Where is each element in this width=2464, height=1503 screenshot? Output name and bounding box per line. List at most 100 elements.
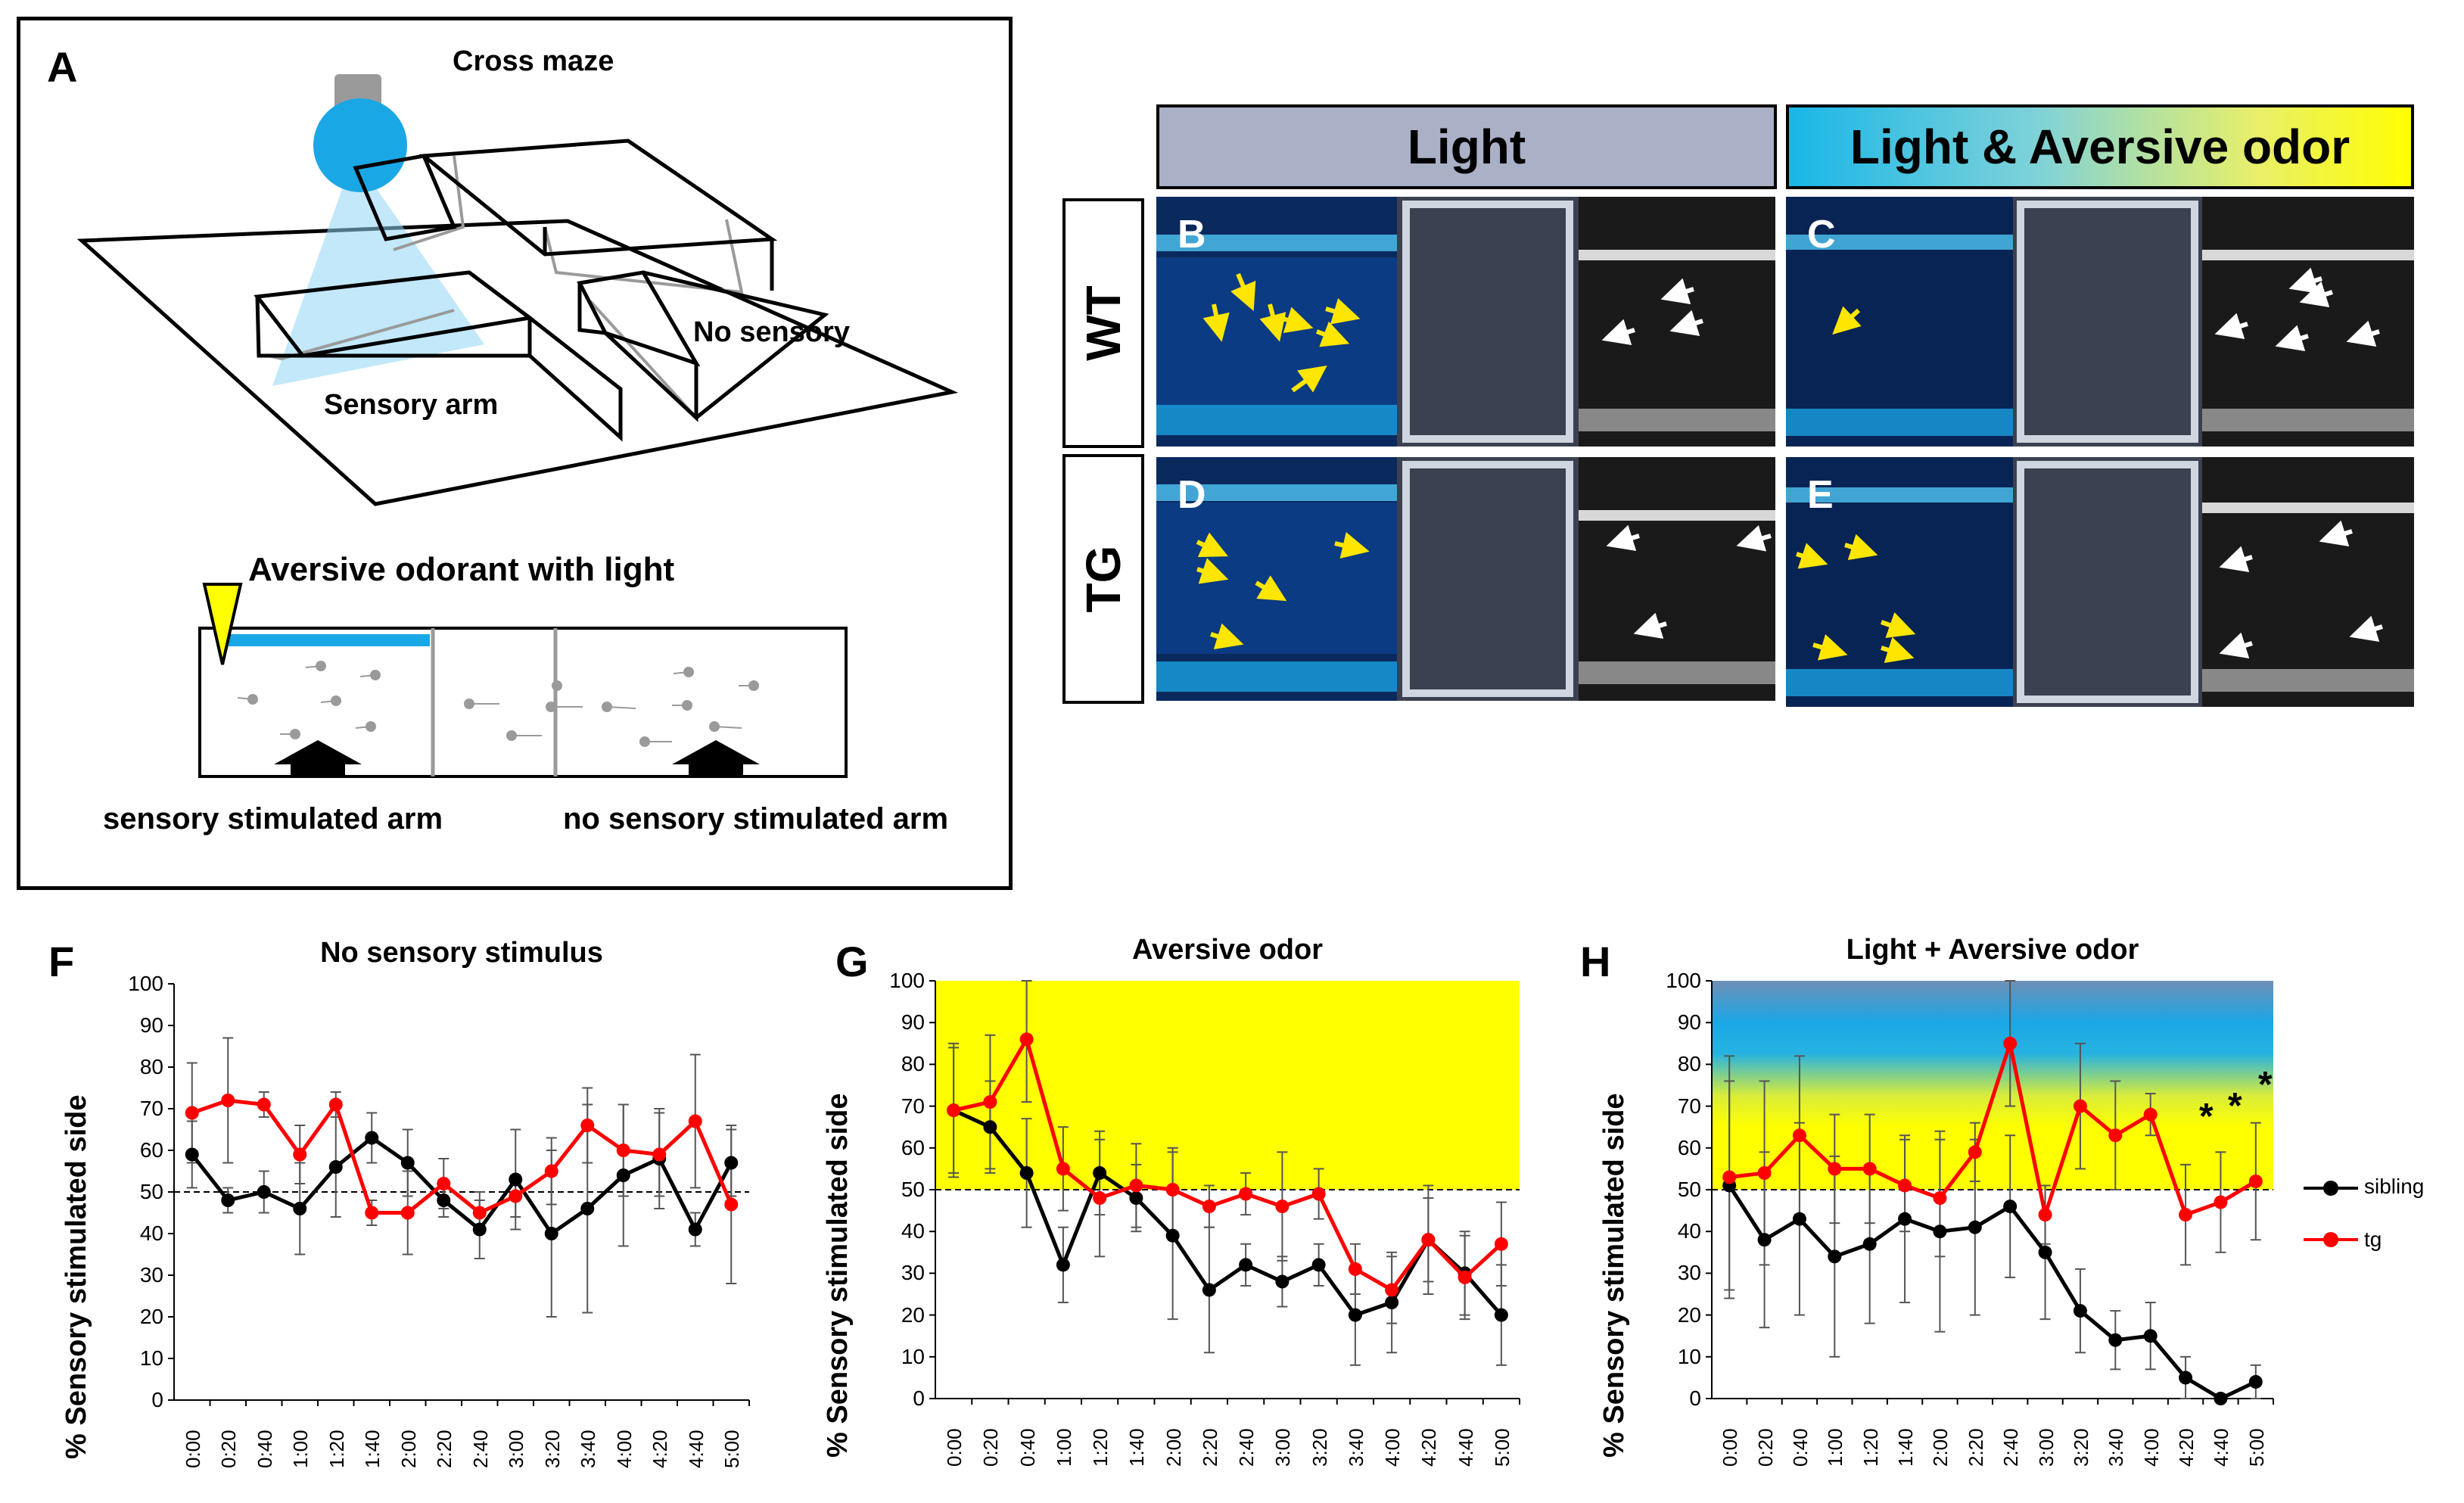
y-tick-label: 40: [901, 1219, 925, 1243]
series-line-sibling: [1728, 1184, 2257, 1401]
legend-markers: [2304, 1181, 2358, 1247]
data-point-sibling: [185, 1147, 199, 1162]
yellow-arrow: [1210, 623, 1244, 650]
x-tick-label: 2:00: [1929, 1428, 1952, 1467]
y-tick-label: 0: [151, 1388, 163, 1411]
x-tick-label: 4:40: [2210, 1428, 2233, 1467]
data-point-tg: [1862, 1162, 1877, 1176]
data-point-sibling: [2073, 1304, 2087, 1318]
data-point-sibling: [1933, 1224, 1947, 1239]
significance-star: *: [2228, 1086, 2242, 1126]
data-point-tg: [1898, 1178, 1912, 1193]
yellow-arrow: [1259, 303, 1286, 342]
data-point-tg: [1202, 1200, 1216, 1214]
data-point-tg: [1968, 1145, 1982, 1159]
y-tick-label: 60: [139, 1138, 163, 1162]
x-tick-label: 5:00: [2245, 1428, 2268, 1467]
chart-background: [1712, 981, 2273, 1190]
y-tick-label: 70: [1677, 1094, 1701, 1118]
y-tick-label: 30: [901, 1261, 925, 1285]
yellow-arrow: [1881, 612, 1916, 638]
yellow-arrow: [1796, 543, 1828, 569]
white-arrow: [2319, 520, 2353, 547]
data-point-tg: [652, 1147, 667, 1162]
y-tick-label: 100: [128, 972, 163, 995]
data-point-tg: [983, 1095, 997, 1109]
series-line-tg: [1728, 1035, 2257, 1222]
data-point-sibling: [2214, 1392, 2228, 1405]
white-arrow: [2349, 615, 2383, 643]
white-arrow: [1606, 524, 1640, 552]
row-label-tg: TG: [1062, 454, 1144, 704]
y-tick-label: 70: [139, 1097, 163, 1120]
series-line-sibling: [953, 1108, 1503, 1318]
yellow-arrow: [1812, 633, 1848, 661]
data-point-sibling: [328, 1160, 343, 1174]
data-point-tg: [293, 1147, 307, 1162]
tank-outline: [198, 627, 848, 778]
data-point-tg: [1239, 1187, 1253, 1201]
stimulated-arm-arrow: [274, 740, 362, 776]
data-point-sibling: [1862, 1237, 1877, 1251]
header-light: Light: [1156, 104, 1777, 189]
data-point-tg: [2214, 1195, 2228, 1209]
no-sensory-label: No sensory: [693, 316, 850, 348]
photo-letter-b: B: [1178, 213, 1206, 257]
stim-arm-label: sensory stimulated arm: [103, 802, 443, 836]
photo-letter-c: C: [1807, 213, 1836, 257]
yellow-arrow: [1280, 307, 1314, 334]
data-point-sibling: [1202, 1283, 1216, 1297]
data-point-sibling: [616, 1168, 630, 1182]
y-tick-label: 100: [1666, 969, 1701, 992]
data-point-sibling: [580, 1202, 595, 1215]
white-arrow: [2346, 320, 2380, 347]
data-point-sibling: [293, 1202, 307, 1215]
x-tick-label: 1:00: [1824, 1428, 1847, 1467]
legend-sibling-label: sibling: [2364, 1175, 2425, 1198]
data-point-sibling: [2038, 1245, 2052, 1259]
data-point-sibling: [472, 1222, 487, 1237]
y-tick-label: 50: [901, 1178, 925, 1201]
white-arrow: [2299, 281, 2333, 308]
light-bar: [218, 634, 430, 646]
y-tick-label: 60: [1677, 1135, 1701, 1159]
white-arrow: [2219, 632, 2253, 659]
yellow-arrow: [1196, 532, 1228, 558]
white-arrow: [1633, 612, 1667, 639]
data-point-tg: [2108, 1128, 2123, 1143]
white-arrow: [1736, 524, 1772, 552]
y-tick-label: 0: [1689, 1386, 1701, 1410]
panel-letter-a: A: [47, 43, 78, 91]
y-tick-label: 90: [139, 1013, 163, 1037]
photo-c: C: [1786, 197, 2414, 447]
y-tick-label: 50: [1677, 1178, 1701, 1201]
yellow-arrow: [1196, 558, 1229, 584]
light-cone: [272, 189, 484, 386]
data-point-tg: [1311, 1187, 1326, 1201]
data-point-sibling: [1165, 1228, 1180, 1243]
data-point-tg: [1165, 1183, 1180, 1196]
data-point-sibling: [688, 1222, 702, 1237]
x-tick-label: 1:40: [1894, 1428, 1918, 1467]
y-tick-label: 10: [901, 1344, 925, 1368]
y-tick-label: 80: [139, 1055, 163, 1078]
legend-tg-label: tg: [2364, 1228, 2382, 1251]
data-point-sibling: [724, 1156, 739, 1170]
yellow-arrow: [1832, 306, 1862, 335]
maze-platform: [76, 219, 959, 506]
photo-letter-e: E: [1807, 473, 1834, 517]
x-tick-label: 0:00: [1719, 1428, 1742, 1467]
x-tick-label: 3:40: [2105, 1428, 2128, 1467]
y-tick-label: 40: [1677, 1219, 1701, 1243]
data-point-sibling: [1968, 1220, 1982, 1234]
data-point-tg: [1129, 1178, 1143, 1193]
data-point-sibling: [1129, 1191, 1143, 1206]
significance-star: *: [2258, 1065, 2273, 1105]
data-point-tg: [1828, 1162, 1842, 1176]
data-point-sibling: [1792, 1212, 1806, 1226]
panel-letter-g: G: [835, 938, 869, 985]
data-point-tg: [1093, 1191, 1107, 1206]
data-point-sibling: [1056, 1258, 1070, 1272]
data-point-tg: [2179, 1208, 2193, 1222]
